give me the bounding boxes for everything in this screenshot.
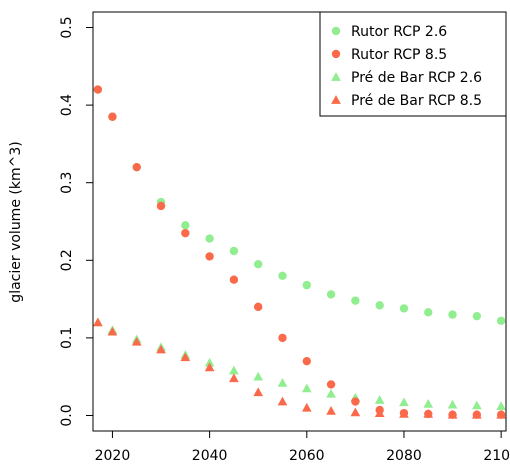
data-point — [93, 85, 103, 94]
data-point — [326, 405, 336, 415]
data-point — [374, 395, 385, 404]
legend-marker — [331, 49, 341, 59]
legend-entry-label: Rutor RCP 8.5 — [351, 47, 447, 63]
data-point — [496, 316, 506, 326]
data-point — [277, 396, 288, 406]
data-point — [301, 402, 312, 412]
data-point — [254, 302, 263, 312]
data-point — [424, 308, 433, 317]
legend-entry-label: Pré de Bar RCP 8.5 — [351, 93, 482, 109]
legend-entry-label: Rutor RCP 2.6 — [351, 24, 447, 40]
y-tick-label: 0.1 — [59, 327, 75, 349]
data-point — [253, 371, 264, 381]
y-axis-title: glacier volume (km^3) — [8, 141, 24, 302]
data-point — [204, 357, 215, 367]
data-point — [472, 311, 482, 321]
series-3 — [93, 317, 506, 419]
data-point — [350, 407, 361, 417]
data-point — [302, 280, 311, 290]
data-point — [472, 400, 482, 410]
data-point — [156, 344, 166, 354]
data-point — [277, 378, 288, 387]
data-point — [205, 252, 214, 261]
data-point — [472, 410, 482, 419]
data-point — [229, 365, 239, 375]
data-point — [496, 401, 506, 411]
data-point — [108, 112, 117, 121]
data-point — [399, 408, 409, 418]
data-point — [107, 326, 118, 336]
series-0 — [93, 85, 506, 326]
data-point — [302, 356, 311, 366]
data-point — [326, 290, 336, 299]
data-point — [181, 228, 190, 238]
data-point — [93, 317, 103, 327]
legend: Rutor RCP 2.6 Rutor RCP 8.5 Pré de Bar RCP… — [319, 11, 507, 117]
data-point — [205, 234, 214, 243]
data-point — [278, 333, 287, 343]
x-tick-label: 2060 — [289, 448, 325, 464]
data-point — [326, 380, 336, 389]
y-tick-label: 0.2 — [59, 249, 75, 271]
y-tick-label: 0.0 — [59, 404, 75, 426]
data-point — [447, 399, 458, 409]
data-point — [399, 397, 409, 407]
marks-layer — [93, 85, 506, 419]
data-point — [375, 405, 384, 415]
y-tick-label: 0.4 — [59, 94, 75, 116]
data-point — [180, 352, 191, 362]
plot-frame — [92, 11, 507, 432]
series-2 — [93, 317, 506, 411]
data-point — [424, 409, 433, 419]
x-tick-label: 2040 — [192, 448, 228, 464]
data-point — [326, 388, 336, 398]
data-point — [253, 387, 264, 397]
data-point — [131, 336, 142, 346]
legend-marker — [331, 26, 341, 36]
data-point — [181, 221, 190, 230]
data-point — [132, 162, 141, 172]
data-point — [351, 397, 360, 406]
data-point — [375, 301, 384, 310]
data-point — [448, 410, 457, 419]
y-tick-label: 0.5 — [59, 16, 75, 38]
data-point — [278, 271, 287, 281]
data-point — [229, 373, 239, 383]
data-point — [156, 201, 166, 211]
data-point — [204, 362, 215, 372]
y-tick-label: 0.3 — [59, 172, 75, 194]
data-point — [229, 275, 239, 284]
data-point — [229, 246, 239, 256]
data-point — [254, 259, 263, 269]
data-point — [423, 399, 434, 408]
data-point — [496, 410, 506, 419]
legend-entry-label: Pré de Bar RCP 2.6 — [351, 70, 482, 86]
series-1 — [93, 85, 506, 419]
x-tick-label: 2020 — [95, 448, 131, 464]
legend-marker — [331, 72, 341, 81]
data-point — [301, 383, 312, 393]
legend-box — [319, 11, 507, 117]
data-point — [351, 296, 360, 305]
legend-marker — [331, 95, 341, 104]
data-point — [448, 310, 457, 319]
x-tick-label: 2080 — [386, 448, 422, 464]
data-point — [399, 304, 409, 313]
